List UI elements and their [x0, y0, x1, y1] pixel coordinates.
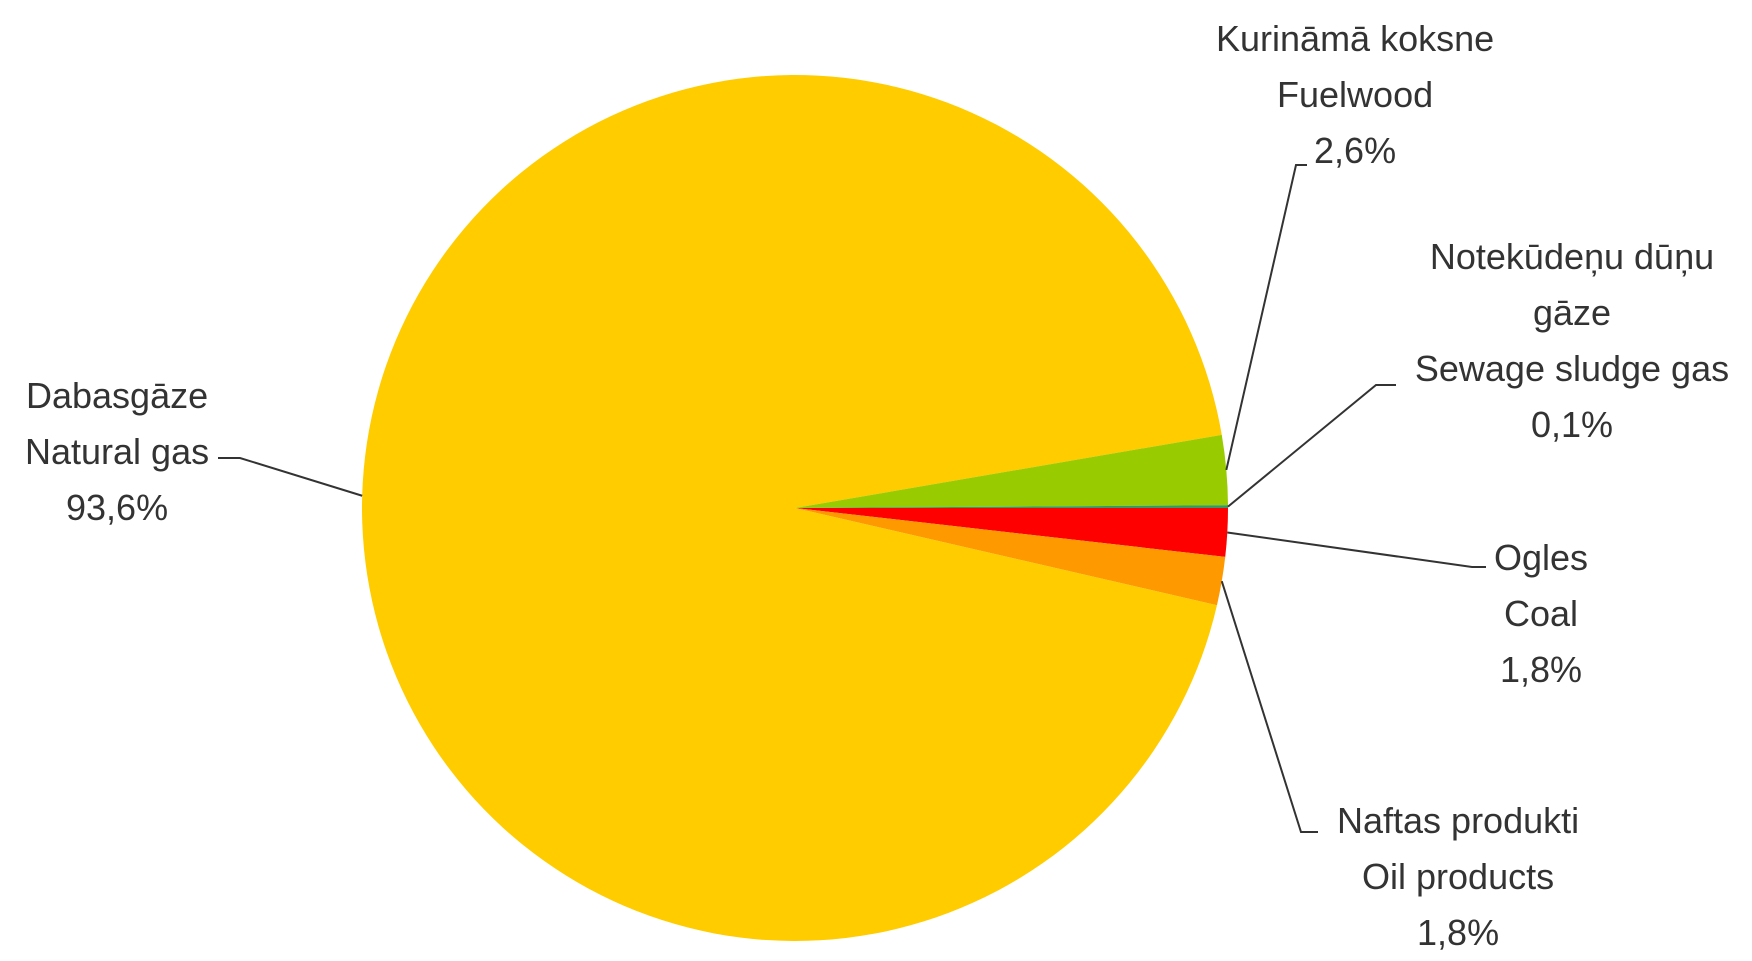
- slice-label: Ogles Coal 1,8%: [1494, 530, 1588, 698]
- value-label: 1,8%: [1499, 649, 1583, 690]
- category-label: Kurināmā koksne: [1216, 18, 1495, 59]
- slice-label: Notekūdeņu dūņu gāze Sewage sludge gas 0,1…: [1407, 229, 1737, 453]
- slice-label: Dabasgāze Natural gas 93,6%: [25, 368, 209, 536]
- category-label: Ogles: [1494, 537, 1589, 578]
- pie-slice: [795, 434, 1228, 508]
- slice-label: Naftas produkti Oil products 1,8%: [1337, 793, 1579, 961]
- category-label: Notekūdeņu dūņu gāze: [1429, 236, 1715, 333]
- pie-slice: [795, 508, 1226, 606]
- pie-slice: [795, 505, 1228, 508]
- category-label: Naftas produkti: [1337, 800, 1580, 841]
- leader-line: [1220, 580, 1318, 833]
- category-label: Dabasgāze: [25, 375, 209, 416]
- value-label: 2,6%: [1314, 130, 1397, 171]
- category-label: Oil products: [1362, 856, 1555, 897]
- category-label: Natural gas: [25, 431, 210, 472]
- value-label: 0,1%: [1530, 404, 1614, 445]
- category-label: Sewage sludge gas: [1414, 348, 1730, 389]
- category-label: Coal: [1504, 593, 1579, 634]
- pie-slice: [795, 508, 1228, 557]
- leader-line: [1227, 384, 1396, 508]
- value-label: 1,8%: [1417, 912, 1500, 953]
- slice-label: Kurināmā koksne Fuelwood 2,6%: [1216, 11, 1494, 179]
- value-label: 93,6%: [66, 487, 169, 528]
- pie-slice: [362, 74, 1222, 942]
- leader-line: [218, 457, 363, 497]
- leader-line: [1225, 164, 1307, 471]
- category-label: Fuelwood: [1277, 74, 1434, 115]
- leader-line: [1227, 531, 1486, 568]
